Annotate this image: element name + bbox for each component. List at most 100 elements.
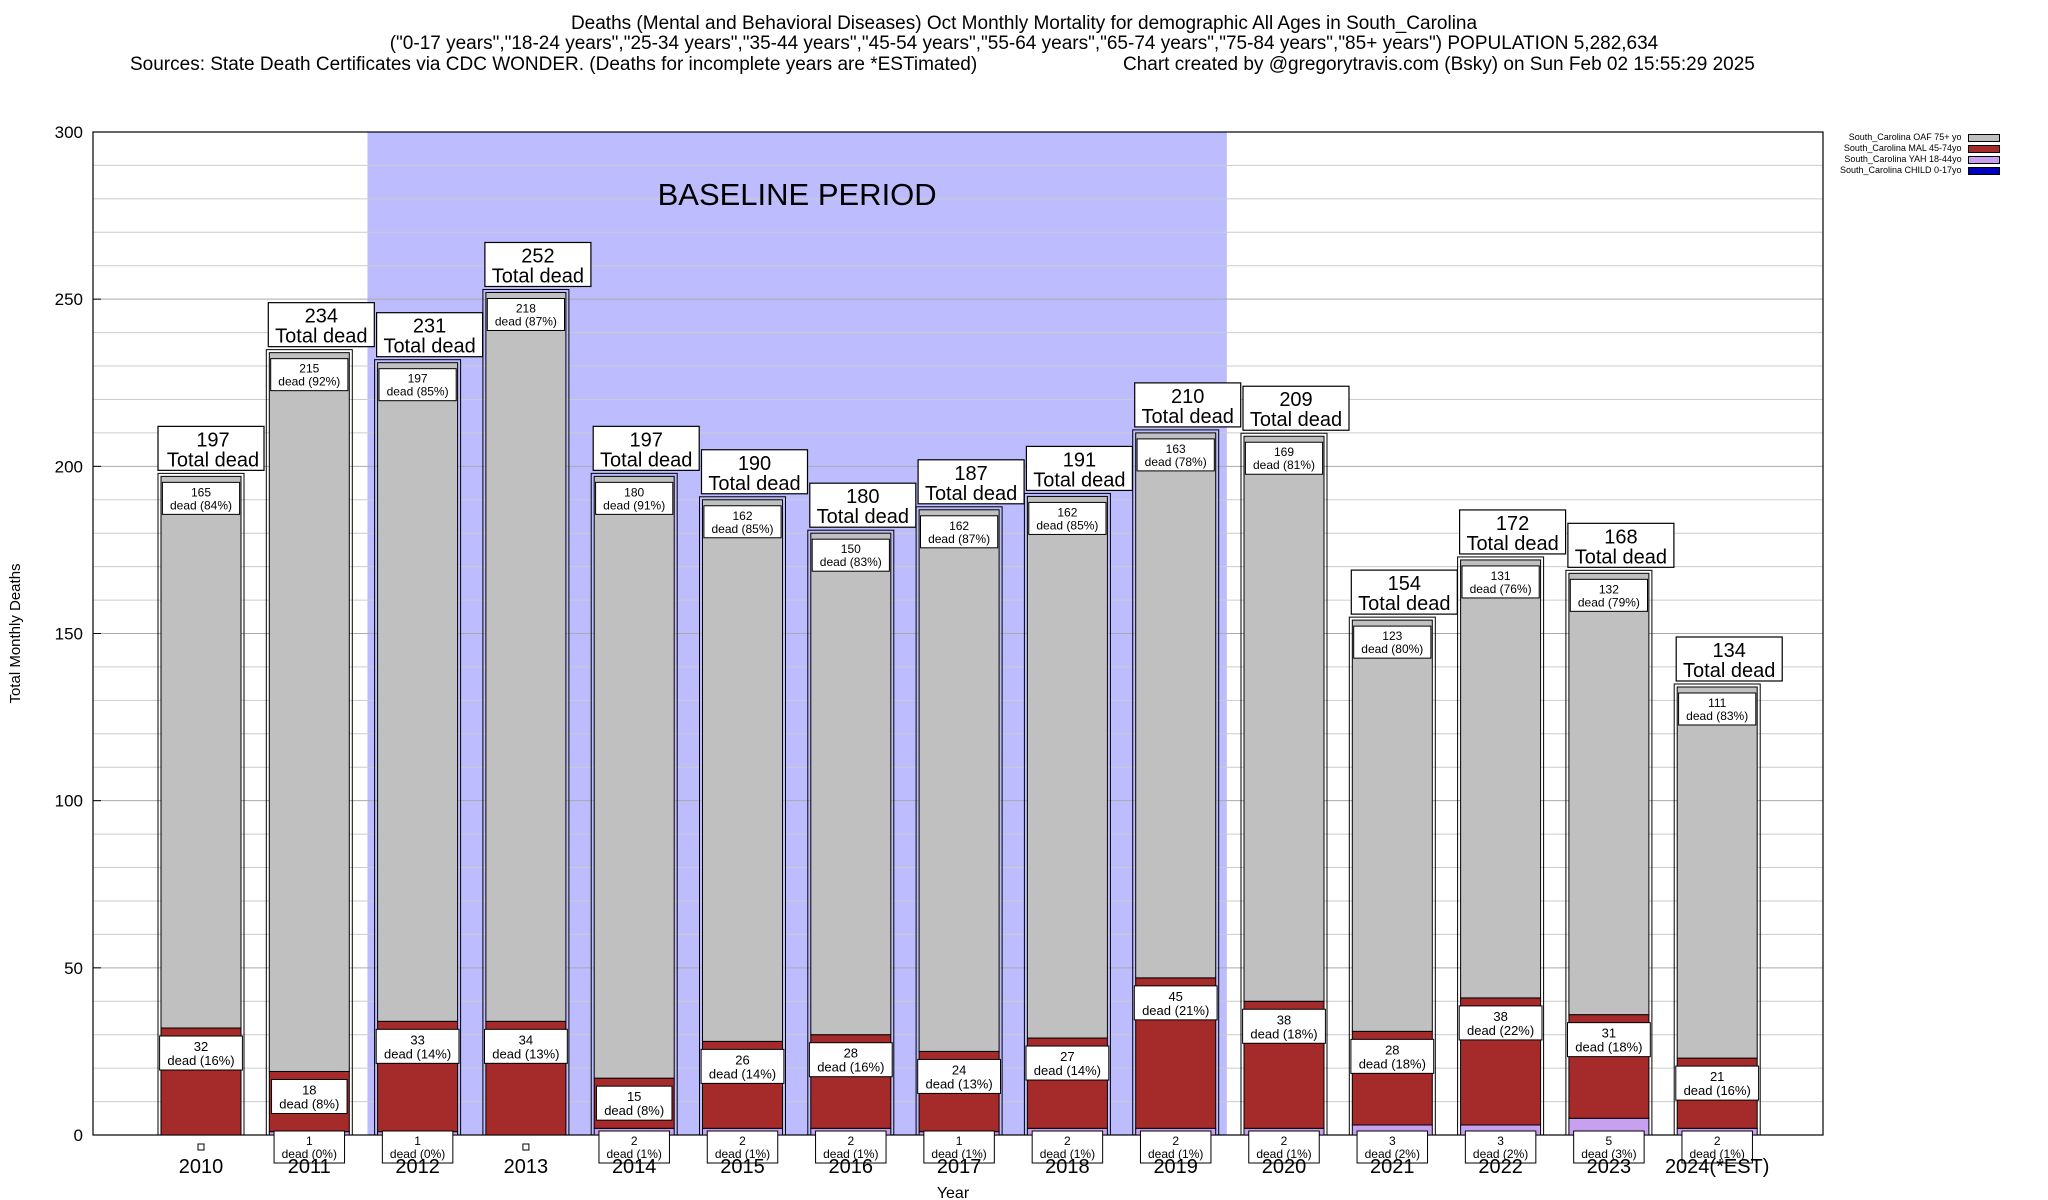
- total-label-box: [592, 425, 700, 471]
- x-tick-label: 2018: [1045, 1156, 1090, 1178]
- oaf-data-label: 132: [1599, 582, 1619, 596]
- oaf-data-label-box: [1028, 501, 1107, 535]
- y-tick-label: 150: [55, 625, 83, 644]
- y-axis-label: Total Monthly Deaths: [7, 563, 24, 703]
- oaf-data-label: dead (80%): [1361, 642, 1423, 656]
- total-value: 231: [413, 316, 446, 338]
- bar-segment-3-2011: [268, 352, 350, 1072]
- mal-data-label-box: [808, 1042, 893, 1078]
- x-tick-label: 2012: [395, 1156, 440, 1178]
- mal-data-label: dead (18%): [1250, 1026, 1317, 1041]
- yah-data-label: 2: [1064, 1134, 1071, 1148]
- mal-data-label: dead (22%): [1467, 1023, 1534, 1038]
- yah-data-label: dead (3%): [1581, 1147, 1636, 1161]
- mal-data-label: 28: [844, 1046, 858, 1061]
- yah-data-label: 2: [1281, 1134, 1288, 1148]
- bar-segment-3-2020: [1243, 435, 1325, 1002]
- yah-data-label-box: [381, 1130, 454, 1164]
- yah-data-label: dead (1%): [1690, 1147, 1745, 1161]
- oaf-data-label: dead (78%): [1145, 455, 1207, 469]
- oaf-data-label-box: [161, 481, 241, 515]
- yah-data-label-box: [1681, 1130, 1753, 1164]
- total-suffix: Total dead: [1683, 660, 1775, 682]
- y-tick-label: 0: [74, 1126, 83, 1145]
- mal-data-label-box: [1350, 1038, 1435, 1074]
- x-tick-label: 2022: [1478, 1156, 1523, 1178]
- mal-data-label: dead (16%): [1684, 1083, 1751, 1098]
- oaf-data-label: dead (85%): [387, 385, 449, 399]
- yah-data-label-box: [273, 1130, 346, 1164]
- legend-swatch: [1967, 133, 2000, 142]
- total-label-box: [1242, 385, 1350, 431]
- yah-data-label: dead (1%): [931, 1147, 986, 1161]
- total-value: 209: [1279, 389, 1312, 411]
- x-tick-label: 2011: [288, 1156, 331, 1178]
- yah-data-label: 1: [956, 1134, 963, 1148]
- mal-data-label: 38: [1277, 1012, 1291, 1027]
- oaf-data-label: dead (85%): [1036, 518, 1098, 532]
- yah-data-label: 3: [1389, 1134, 1396, 1148]
- y-tick-label: 250: [55, 290, 83, 309]
- bar-segment-3-2015: [702, 499, 783, 1042]
- mal-data-label: 28: [1385, 1042, 1399, 1057]
- total-suffix: Total dead: [167, 449, 259, 471]
- x-tick-label: 2020: [1262, 1156, 1307, 1178]
- x-tick-label: 2010: [179, 1156, 224, 1178]
- mal-data-label: 38: [1493, 1009, 1507, 1024]
- total-value: 134: [1713, 640, 1746, 662]
- mal-data-label: 31: [1602, 1026, 1616, 1041]
- legend-item: South_Carolina CHILD 0-17yo: [1840, 165, 2000, 176]
- mal-data-label: dead (13%): [925, 1076, 992, 1091]
- y-tick-label: 50: [64, 959, 83, 978]
- total-value: 180: [846, 486, 879, 508]
- oaf-data-label: dead (79%): [1578, 595, 1640, 609]
- total-value: 168: [1604, 526, 1637, 548]
- mal-data-label-box: [700, 1048, 785, 1084]
- mal-data-label: dead (16%): [167, 1053, 234, 1068]
- baseline-label: BASELINE PERIOD: [658, 177, 937, 212]
- child-marker: [197, 1143, 205, 1151]
- total-value: 197: [196, 429, 229, 451]
- legend-swatch: [1967, 155, 2000, 164]
- total-label-box: [700, 449, 809, 495]
- oaf-data-label: dead (87%): [495, 314, 557, 328]
- oaf-data-label: 162: [949, 519, 969, 533]
- yah-data-label: 2: [631, 1134, 638, 1148]
- yah-data-label: 2: [739, 1134, 746, 1148]
- mal-data-label-box: [484, 1028, 568, 1064]
- mal-data-label: 24: [952, 1062, 966, 1077]
- mal-data-label: dead (14%): [709, 1066, 776, 1081]
- yah-data-label: dead (0%): [282, 1147, 337, 1161]
- yah-data-label: dead (1%): [1256, 1147, 1311, 1161]
- mal-data-label: 32: [194, 1039, 208, 1054]
- sources-note: Sources: State Death Certificates via CD…: [130, 54, 978, 75]
- bar-segment-3-2018: [1026, 495, 1108, 1039]
- oaf-data-label: 218: [516, 301, 536, 315]
- bar-frame: [157, 472, 245, 1136]
- oaf-data-label: dead (92%): [278, 375, 340, 389]
- total-suffix: Total dead: [1033, 469, 1125, 491]
- oaf-data-label: dead (84%): [170, 498, 232, 512]
- x-tick-label: 2019: [1153, 1156, 1198, 1178]
- total-value: 191: [1063, 449, 1096, 471]
- oaf-data-label-box: [1461, 565, 1540, 599]
- oaf-data-label: 162: [1057, 505, 1077, 519]
- total-suffix: Total dead: [1250, 409, 1342, 431]
- total-suffix: Total dead: [600, 449, 692, 471]
- yah-data-label: dead (1%): [823, 1147, 878, 1161]
- oaf-data-label-box: [1569, 578, 1649, 612]
- oaf-data-label-box: [1678, 692, 1757, 726]
- mal-data-label: dead (8%): [279, 1096, 339, 1111]
- oaf-data-label: dead (87%): [928, 532, 990, 546]
- total-label-box: [1458, 509, 1567, 555]
- mal-data-label-box: [1025, 1045, 1110, 1081]
- total-value: 210: [1171, 386, 1204, 408]
- total-label-box: [157, 425, 265, 471]
- y-tick-label: 100: [55, 792, 83, 811]
- total-value: 187: [954, 463, 987, 485]
- y-tick-label: 300: [55, 123, 83, 142]
- total-value: 252: [521, 245, 554, 267]
- oaf-data-label: 180: [624, 485, 644, 499]
- oaf-data-label-box: [1136, 438, 1215, 472]
- oaf-data-label: dead (83%): [1686, 709, 1748, 723]
